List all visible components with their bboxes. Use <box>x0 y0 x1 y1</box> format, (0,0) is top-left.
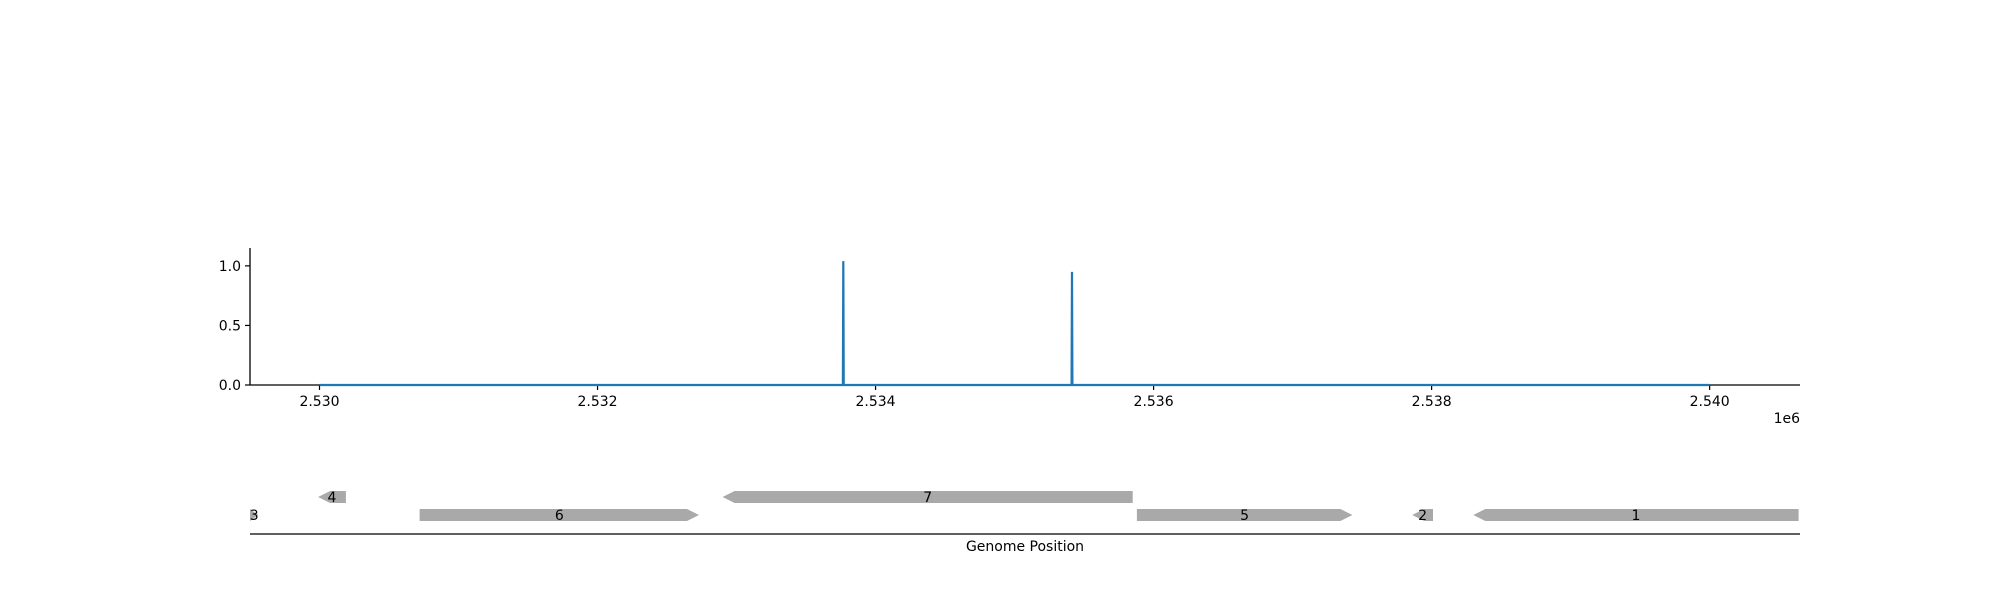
coverage-plot: 2.530 2.532 2.534 2.536 2.538 2.540 0.0 0.5 1.0… <box>219 248 1800 427</box>
gene-feature: 3 <box>250 508 259 524</box>
gene-label: 3 <box>250 508 259 524</box>
gene-label: 5 <box>1240 508 1249 524</box>
gene-arrow <box>419 509 699 521</box>
gene-map: 3 4 6 7 5 2 1 Genome Position <box>250 490 1800 555</box>
x-tick-label: 2.536 <box>1134 394 1174 410</box>
x-tick-label: 2.534 <box>856 394 896 410</box>
x-tick-label: 2.540 <box>1690 394 1730 410</box>
gene-feature: 1 <box>1473 508 1799 524</box>
gene-label: 2 <box>1418 508 1427 524</box>
gene-feature: 2 <box>1412 508 1433 524</box>
y-tick-label: 1.0 <box>219 259 241 275</box>
gene-feature: 4 <box>318 490 346 506</box>
gene-arrow <box>318 491 346 503</box>
x-tick-label: 2.530 <box>299 394 339 410</box>
gene-arrow <box>1412 509 1433 521</box>
gene-feature: 6 <box>419 508 699 524</box>
gene-arrow <box>1473 509 1799 521</box>
gene-features: 3 4 6 7 5 2 1 <box>250 490 1799 524</box>
gene-feature: 7 <box>722 490 1133 506</box>
gene-map-x-axis-label: Genome Position <box>966 539 1084 555</box>
gene-feature: 5 <box>1136 508 1353 524</box>
x-tick-label: 2.538 <box>1412 394 1452 410</box>
x-tick-label: 2.532 <box>577 394 617 410</box>
coverage-x-ticks: 2.530 2.532 2.534 2.536 2.538 2.540 <box>299 385 1730 410</box>
coverage-y-ticks: 0.0 0.5 1.0 <box>219 259 250 394</box>
x-axis-offset-label: 1e6 <box>1774 411 1801 427</box>
gene-label: 1 <box>1632 508 1641 524</box>
gene-label: 6 <box>555 508 564 524</box>
gene-label: 7 <box>923 490 932 506</box>
coverage-series-line <box>319 261 1710 387</box>
y-tick-label: 0.5 <box>219 318 241 334</box>
y-tick-label: 0.0 <box>219 378 241 394</box>
gene-arrow <box>250 509 259 521</box>
gene-arrow <box>722 491 1133 503</box>
gene-arrow <box>1136 509 1353 521</box>
gene-label: 4 <box>328 490 337 506</box>
